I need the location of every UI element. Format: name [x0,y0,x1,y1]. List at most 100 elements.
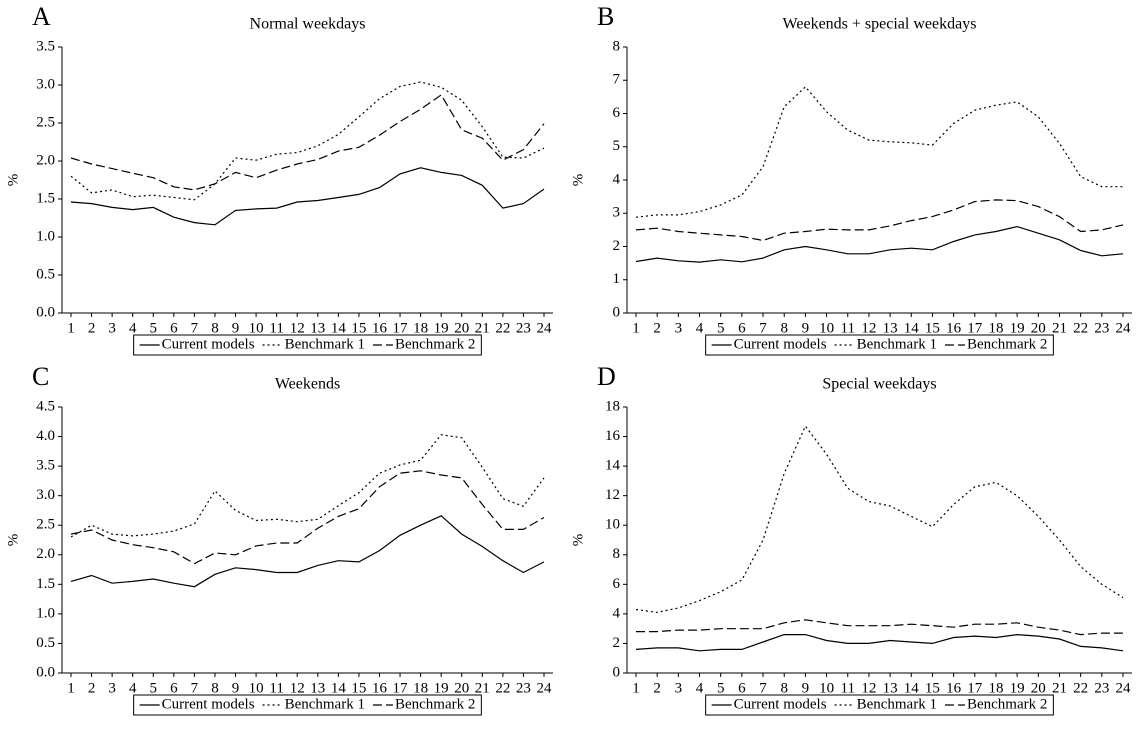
y-axis-label: % [5,534,21,547]
y-tick-label: 14 [605,458,621,474]
legend-label: Benchmark 2 [395,696,475,712]
x-tick-label: 13 [310,320,325,336]
legend-box [133,694,482,716]
x-tick-label: 10 [249,680,264,696]
x-tick-label: 2 [653,320,661,336]
x-tick-label: 11 [841,320,855,336]
y-tick-label: 18 [605,398,620,414]
legend-label: Benchmark 2 [967,696,1047,712]
legend-label: Current models [734,336,827,352]
x-tick-label: 19 [434,680,449,696]
x-tick-label: 4 [696,320,704,336]
x-tick-label: 7 [191,320,199,336]
x-tick-label: 18 [413,320,428,336]
legend-label: Benchmark 1 [857,696,937,712]
legend-box [705,334,1054,356]
chart-title: Normal weekdays [250,16,366,33]
y-axis-label: % [570,534,586,547]
x-tick-label: 10 [819,680,834,696]
panel-letter: C [32,362,49,391]
x-tick-label: 15 [351,320,366,336]
x-tick-label: 20 [454,680,469,696]
x-tick-label: 6 [738,320,746,336]
y-tick-label: 0 [613,664,621,680]
x-tick-label: 7 [759,320,767,336]
x-tick-label: 13 [883,320,898,336]
x-tick-label: 12 [861,680,876,696]
series-line [70,81,545,201]
y-tick-label: 4.5 [36,398,55,414]
x-tick-label: 1 [67,680,75,696]
panel-letter: A [32,2,51,31]
y-tick-label: 3.0 [36,487,55,503]
series-line [70,167,545,226]
chart-title: Weekends [275,376,340,393]
y-tick-label: 8 [613,546,621,562]
x-tick-label: 9 [232,320,240,336]
x-tick-label: 3 [675,320,683,336]
x-tick-label: 19 [1010,680,1025,696]
series-line [636,619,1123,636]
legend-label: Current models [734,696,827,712]
legend-label: Benchmark 1 [857,336,937,352]
y-tick-label: 1.0 [36,605,55,621]
x-tick-label: 24 [537,680,553,696]
x-tick-label: 20 [1031,680,1046,696]
x-tick-label: 5 [150,320,158,336]
series-line [635,199,1124,242]
x-tick-label: 23 [516,680,531,696]
y-tick-label: 10 [605,517,620,533]
x-tick-label: 18 [413,680,428,696]
x-tick-label: 16 [946,680,962,696]
y-tick-label: 0.0 [36,304,55,320]
x-tick-label: 1 [632,680,640,696]
x-tick-label: 6 [170,320,178,336]
x-tick-label: 18 [988,680,1003,696]
x-tick-label: 5 [717,680,725,696]
chart-title: Weekends + special weekdays [783,16,977,33]
x-tick-label: 4 [696,680,704,696]
y-tick-label: 3 [613,205,621,221]
y-tick-label: 6 [613,105,621,121]
x-tick-label: 14 [904,320,920,336]
x-tick-label: 1 [632,320,640,336]
x-tick-label: 17 [967,320,983,336]
series-line [635,225,1124,263]
y-tick-label: 16 [605,428,621,444]
legend-label: Current models [162,336,255,352]
x-tick-label: 7 [191,680,199,696]
x-tick-label: 8 [780,320,788,336]
x-tick-label: 21 [475,320,490,336]
legend-box [133,334,482,356]
x-tick-label: 10 [249,320,264,336]
x-tick-label: 18 [988,320,1003,336]
y-tick-label: 0 [613,304,621,320]
legend-box [705,694,1054,716]
x-tick-label: 2 [88,680,96,696]
x-tick-label: 3 [108,320,116,336]
legend-label: Benchmark 2 [395,336,475,352]
x-tick-label: 21 [1052,680,1067,696]
series-line [70,94,545,191]
x-tick-label: 9 [232,680,240,696]
legend-label: Benchmark 1 [285,336,365,352]
y-axis-label: % [570,174,586,187]
y-tick-label: 1 [613,271,621,287]
x-tick-label: 6 [738,680,746,696]
legend-label: Current models [162,696,255,712]
y-tick-label: 0.5 [36,635,55,651]
x-tick-label: 24 [537,320,553,336]
x-tick-label: 23 [1094,680,1109,696]
x-tick-label: 16 [372,320,388,336]
x-tick-label: 22 [495,320,510,336]
x-tick-label: 10 [819,320,834,336]
x-tick-label: 11 [841,680,855,696]
x-tick-label: 8 [780,680,788,696]
x-tick-label: 4 [129,680,137,696]
y-tick-label: 2.5 [36,114,55,130]
chart-title: Special weekdays [822,376,936,393]
x-tick-label: 17 [967,680,983,696]
x-tick-label: 12 [861,320,876,336]
x-tick-label: 11 [269,680,283,696]
x-tick-label: 24 [1116,680,1132,696]
